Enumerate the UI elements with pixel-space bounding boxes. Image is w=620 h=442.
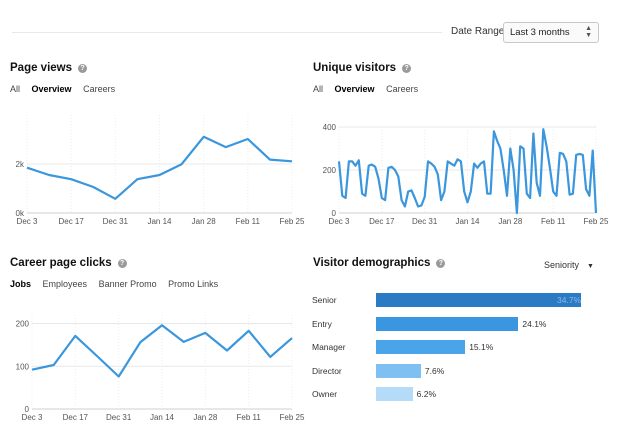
data-label: 24.1% bbox=[522, 318, 547, 329]
x-tick-label: Feb 25 bbox=[584, 217, 609, 226]
series-line bbox=[31, 324, 293, 378]
x-tick-label: Feb 25 bbox=[280, 413, 305, 422]
y-tick-label: 200 bbox=[323, 166, 337, 175]
x-tick-label: Feb 11 bbox=[236, 217, 261, 226]
tab-all[interactable]: All bbox=[10, 84, 21, 94]
page-views-panel: Page views? All Overview Careers bbox=[10, 62, 300, 232]
x-tick-label: Dec 31 bbox=[106, 413, 132, 422]
data-label: 34.7% bbox=[557, 295, 582, 305]
x-tick-label: Jan 28 bbox=[498, 217, 523, 226]
y-tick-label: 0 bbox=[332, 209, 337, 218]
career-clicks-tabs: Jobs Employees Banner Promo Promo Links bbox=[10, 279, 227, 289]
top-bar: Date Range: Last 3 months ▲ ▼ bbox=[0, 0, 620, 60]
demographics-title: Visitor demographics bbox=[313, 257, 431, 269]
x-tick-label: Dec 17 bbox=[58, 217, 84, 226]
category-label: Director bbox=[312, 365, 342, 376]
unique-visitors-panel: Unique visitors? All Overview Careers bbox=[313, 62, 603, 232]
seniority-select[interactable]: Seniority ▼ bbox=[544, 260, 594, 270]
help-icon[interactable]: ? bbox=[78, 64, 88, 73]
x-tick-label: Dec 17 bbox=[369, 217, 395, 226]
page-views-chart: 0k 2k Dec 3 Dec 17 Dec 31 Jan 14 Jan 28 Feb 11 F… bbox=[16, 115, 305, 226]
tab-overview[interactable]: Overview bbox=[334, 84, 375, 94]
help-icon[interactable]: ? bbox=[402, 64, 412, 73]
page-views-tabs: All Overview Careers bbox=[10, 84, 124, 94]
tab-promo-links[interactable]: Promo Links bbox=[168, 279, 219, 289]
tab-overview[interactable]: Overview bbox=[31, 84, 72, 94]
up-down-chevron-icon: ▲ ▼ bbox=[585, 25, 592, 39]
category-label: Senior bbox=[312, 295, 337, 305]
tab-careers[interactable]: Careers bbox=[386, 84, 419, 94]
x-tick-label: Dec 3 bbox=[22, 413, 43, 422]
bar bbox=[376, 387, 413, 401]
tab-employees[interactable]: Employees bbox=[42, 279, 88, 289]
unique-visitors-tabs: All Overview Careers bbox=[313, 84, 427, 94]
x-tick-label: Jan 14 bbox=[150, 413, 175, 422]
x-tick-label: Feb 25 bbox=[280, 217, 305, 226]
help-icon[interactable]: ? bbox=[436, 259, 446, 268]
tab-careers[interactable]: Careers bbox=[83, 84, 116, 94]
x-tick-label: Jan 14 bbox=[147, 217, 172, 226]
x-tick-label: Dec 3 bbox=[329, 217, 350, 226]
x-tick-label: Jan 28 bbox=[193, 413, 218, 422]
x-tick-label: Dec 31 bbox=[412, 217, 438, 226]
bar bbox=[376, 293, 581, 307]
x-tick-label: Dec 31 bbox=[103, 217, 129, 226]
data-label: 15.1% bbox=[469, 342, 494, 352]
category-label: Entry bbox=[312, 318, 332, 329]
date-range-value: Last 3 months bbox=[510, 27, 570, 38]
date-range-select[interactable]: Last 3 months ▲ ▼ bbox=[503, 22, 599, 43]
data-label: 6.2% bbox=[416, 389, 436, 399]
tab-banner-promo[interactable]: Banner Promo bbox=[98, 279, 157, 289]
y-tick-label: 200 bbox=[16, 320, 30, 329]
x-tick-label: Dec 17 bbox=[63, 413, 89, 422]
y-tick-label: 400 bbox=[323, 123, 337, 132]
help-icon[interactable]: ? bbox=[117, 259, 127, 268]
date-range-label: Date Range: bbox=[451, 26, 508, 37]
unique-visitors-title: Unique visitors bbox=[313, 62, 397, 74]
data-label: 7.6% bbox=[424, 365, 445, 376]
x-tick-label: Feb 11 bbox=[237, 413, 262, 422]
x-tick-label: Dec 3 bbox=[17, 217, 38, 226]
series-line bbox=[26, 135, 293, 200]
tab-jobs[interactable]: Jobs bbox=[10, 279, 32, 289]
x-tick-label: Feb 11 bbox=[541, 217, 566, 226]
demographics-panel: Visitor demographics? bbox=[313, 257, 603, 277]
unique-visitors-chart: 0 200 400 Dec 3 Dec 17 Dec 31 Jan 14 Jan 28 Feb … bbox=[323, 123, 609, 226]
career-clicks-title: Career page clicks bbox=[10, 257, 112, 269]
y-tick-label: 2k bbox=[16, 160, 25, 169]
career-clicks-panel: Career page clicks? Jobs Employees Banne… bbox=[10, 257, 300, 427]
x-tick-label: Jan 14 bbox=[455, 217, 480, 226]
chevron-down-icon: ▼ bbox=[587, 263, 594, 270]
bar bbox=[376, 316, 519, 331]
tab-all[interactable]: All bbox=[313, 84, 324, 94]
x-tick-label: Jan 28 bbox=[192, 217, 217, 226]
seniority-value: Seniority bbox=[544, 260, 580, 270]
category-label: Owner bbox=[312, 389, 338, 399]
career-clicks-chart: 0 100 200 Dec 3 Dec 17 Dec 31 Jan 14 Jan 28 Feb … bbox=[16, 315, 305, 422]
y-tick-label: 0 bbox=[25, 405, 30, 414]
category-label: Manager bbox=[312, 342, 346, 352]
y-tick-label: 0k bbox=[16, 209, 25, 218]
bar bbox=[376, 340, 466, 354]
bar bbox=[376, 363, 421, 378]
divider bbox=[12, 32, 442, 33]
page-views-title: Page views bbox=[10, 62, 73, 74]
series-line bbox=[337, 128, 598, 215]
y-tick-label: 100 bbox=[16, 362, 30, 371]
